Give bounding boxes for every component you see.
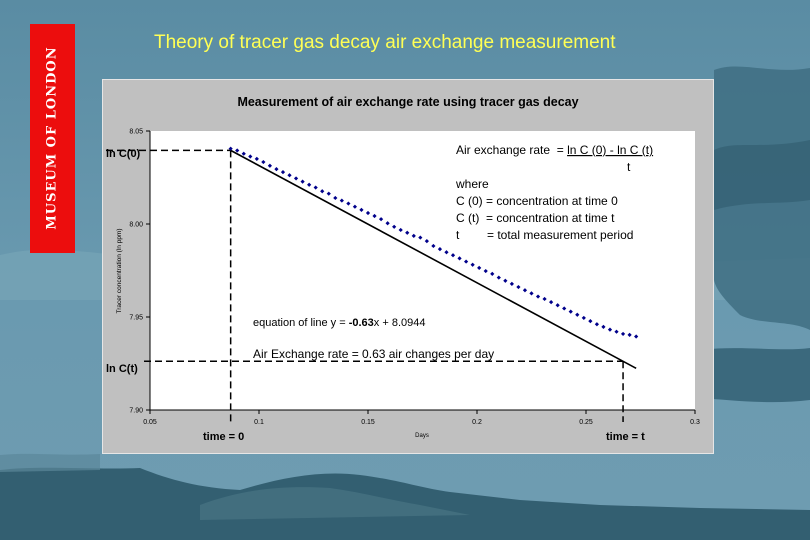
rate-annotation: Air Exchange rate = 0.63 air changes per… (253, 347, 494, 361)
data-point (346, 201, 351, 206)
data-point (418, 235, 423, 240)
formula-def-t-text: = total measurement period (487, 228, 633, 242)
data-point (634, 334, 639, 339)
data-point (261, 159, 266, 165)
guide-label-time0: time = 0 (203, 431, 244, 443)
trendline-line (230, 149, 637, 370)
guide-label-timet: time = t (606, 431, 645, 443)
data-point (542, 296, 547, 302)
x-tick-label: 0.15 (361, 419, 375, 426)
chart-panel: Measurement of air exchange rate using t… (102, 79, 714, 454)
formula-def-ct: C (t) = concentration at time t (456, 211, 615, 225)
slide-title: Theory of tracer gas decay air exchange … (154, 32, 616, 53)
data-point (385, 221, 390, 226)
x-tick-label: 0.1 (254, 419, 264, 426)
x-axis: 0.05 0.1 0.15 0.2 0.25 0.3 Days (143, 409, 700, 439)
equation-prefix: equation of line y = (253, 317, 349, 329)
x-tick-label: 0.05 (143, 419, 157, 426)
y-axis: 8.05 8.00 7.95 7.90 Tracer concentration (l… (116, 129, 151, 415)
guide-lines (106, 149, 624, 422)
data-point (627, 332, 632, 337)
data-point (405, 230, 410, 235)
data-point (378, 217, 384, 222)
equation-suffix: x + 8.0944 (374, 317, 426, 329)
data-point (293, 176, 299, 181)
guide-label-c0: ln C(0) (106, 148, 141, 160)
svg-text:Air exchange rate = ln C (0): Air exchange rate = ln C (0) - ln C (t) (456, 143, 653, 157)
data-point (333, 195, 338, 201)
formula-annotation: Air exchange rate = ln C (0) - ln C (t) … (455, 143, 653, 242)
y-tick-label: 8.05 (129, 129, 143, 136)
data-point (411, 233, 416, 239)
data-point (594, 322, 599, 327)
data-point (431, 243, 436, 249)
equation-slope: -0.63 (349, 317, 374, 329)
data-point (444, 250, 449, 255)
data-point (522, 288, 528, 293)
equation-annotation: equation of line y = -0.63x + 8.0944 (253, 317, 425, 329)
data-point (398, 227, 403, 233)
y-tick-label: 7.95 (129, 315, 143, 322)
data-point (359, 207, 364, 212)
data-point (575, 312, 580, 317)
y-tick-label: 7.90 (129, 408, 143, 415)
data-point (470, 262, 475, 267)
trendline (230, 149, 637, 370)
data-point (326, 191, 331, 196)
formula-def-t-symbol: t (456, 228, 460, 242)
museum-of-london-logo: MUSEUM OF LONDON (30, 24, 75, 253)
data-point (496, 275, 501, 280)
data-point (477, 265, 482, 270)
data-point (365, 210, 371, 216)
formula-lhs: Air exchange rate = (456, 143, 567, 157)
data-point (437, 247, 443, 252)
formula-where: where (455, 177, 489, 191)
guide-label-ct: ln C(t) (106, 363, 138, 375)
chart: Measurement of air exchange rate using t… (102, 79, 714, 454)
x-tick-label: 0.25 (579, 419, 593, 426)
data-point (535, 294, 541, 299)
y-tick-label: 8.00 (129, 222, 143, 229)
data-point (581, 315, 586, 321)
data-point (503, 278, 508, 283)
data-point (254, 156, 259, 161)
formula-def-c0: C (0) = concentration at time 0 (456, 194, 618, 208)
data-point (555, 303, 560, 308)
logo-text: MUSEUM OF LONDON (44, 46, 60, 230)
x-tick-label: 0.3 (690, 419, 700, 426)
data-point (274, 167, 279, 172)
data-point (248, 154, 253, 159)
y-axis-label: Tracer concentration (ln ppm) (116, 228, 123, 313)
formula-denominator: t (627, 160, 631, 174)
plot-area (150, 131, 695, 410)
formula-numerator: ln C (0) - ln C (t) (567, 143, 653, 157)
chart-title: Measurement of air exchange rate using t… (237, 95, 578, 109)
data-point (607, 327, 613, 332)
data-point (313, 185, 318, 190)
data-point (450, 253, 456, 258)
data-point (392, 224, 397, 229)
x-tick-label: 0.2 (472, 419, 482, 426)
data-point (424, 239, 429, 244)
data-point (601, 324, 606, 329)
data-point (529, 291, 534, 296)
data-point (464, 259, 469, 264)
x-axis-label: Days (415, 433, 429, 439)
data-point (549, 300, 554, 305)
data-point (372, 213, 377, 219)
data-point (235, 148, 240, 153)
